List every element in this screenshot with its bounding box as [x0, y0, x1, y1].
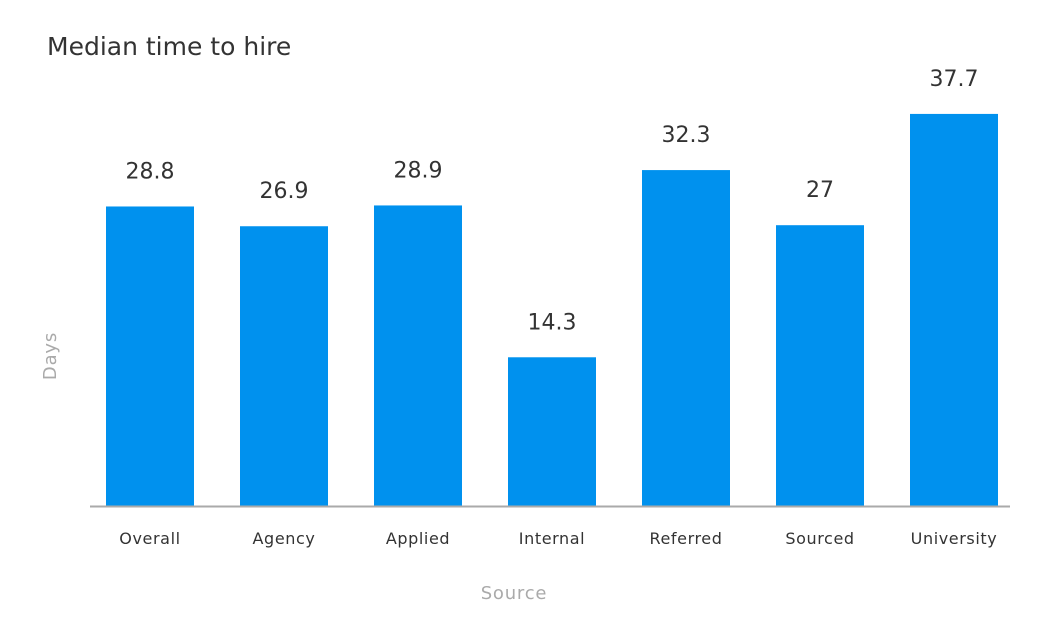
- bar-referred: [642, 170, 730, 506]
- x-tick-label-internal: Internal: [519, 529, 585, 548]
- x-tick-label-sourced: Sourced: [785, 529, 854, 548]
- x-tick-label-applied: Applied: [386, 529, 450, 548]
- value-label-referred: 32.3: [662, 123, 711, 148]
- x-tick-label-university: University: [911, 529, 998, 548]
- value-label-overall: 28.8: [126, 159, 175, 184]
- x-axis-title: Source: [481, 583, 548, 604]
- bar-agency: [240, 226, 328, 507]
- value-label-university: 37.7: [930, 67, 979, 92]
- y-axis-title: Days: [40, 332, 61, 380]
- bar-applied: [374, 205, 462, 506]
- bar-internal: [508, 357, 596, 506]
- x-tick-label-agency: Agency: [253, 529, 316, 548]
- bars-group: [106, 113, 998, 507]
- value-label-applied: 28.9: [394, 158, 443, 183]
- x-tick-labels-group: Overall Agency Applied Internal Referred Sour…: [119, 529, 998, 548]
- chart-title: Median time to hire: [47, 32, 292, 61]
- bar-sourced: [776, 225, 864, 506]
- value-label-sourced: 27: [806, 178, 834, 203]
- bar-overall: [106, 206, 194, 507]
- x-tick-label-referred: Referred: [649, 529, 722, 548]
- value-label-internal: 14.3: [528, 310, 577, 335]
- bar-university: [910, 113, 998, 507]
- x-tick-label-overall: Overall: [119, 529, 180, 548]
- value-label-agency: 26.9: [260, 179, 309, 204]
- value-labels-group: 28.8 26.9 28.9 14.3 32.3 27 37.7: [126, 67, 979, 335]
